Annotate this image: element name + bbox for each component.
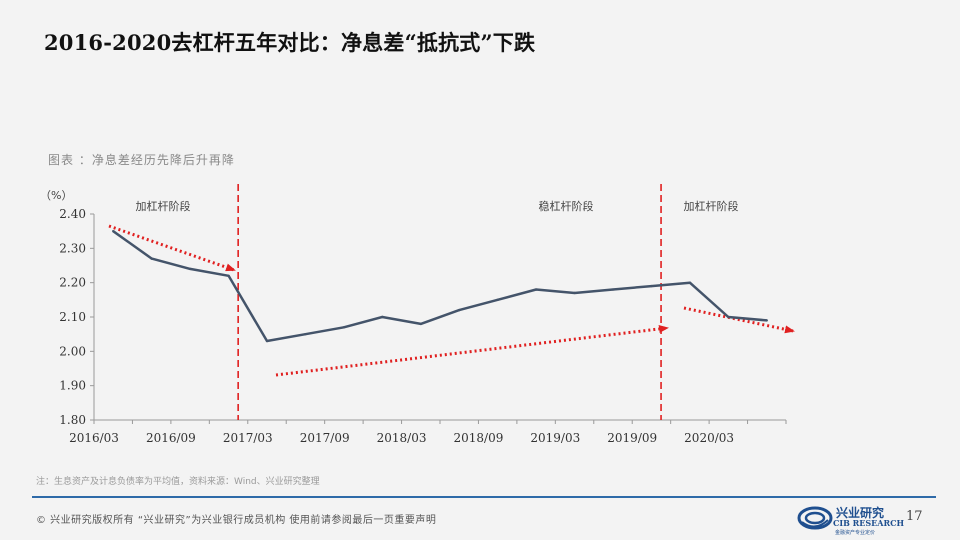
y-axis-unit-label: （%） [40, 189, 72, 202]
x-tick-label: 2019/03 [530, 431, 580, 445]
page-number: 17 [906, 509, 923, 524]
nim-data-point [150, 257, 153, 260]
nim-data-point [496, 298, 499, 302]
logo-name-cn: 兴业研究 [836, 506, 885, 520]
x-tick-label: 2016/09 [146, 431, 196, 445]
nim-data-point [227, 274, 230, 277]
source-note: 注：生息资产及计息负债率为平均值，资料来源：Wind、兴业研究整理 [36, 477, 320, 487]
nim-data-point [650, 284, 653, 288]
y-tick-label: 2.40 [59, 207, 86, 221]
cib-swirl-logo-icon [797, 506, 833, 530]
x-tick-label: 2018/09 [454, 431, 504, 445]
copyright-footer: © 兴业研究版权所有 “兴业研究”为兴业银行成员机构 使用前请参阅最后一页重要声… [36, 515, 437, 526]
x-tick-label: 2020/03 [684, 431, 734, 445]
nim-data-point [112, 229, 115, 233]
trend-arrow [275, 324, 669, 377]
nim-data-point [534, 288, 538, 291]
figure-caption: 图表 ：净息差经历先降后升再降 [48, 153, 235, 167]
y-tick-label: 2.30 [59, 241, 86, 255]
nim-data-point [688, 281, 692, 284]
logo-tagline: 金融资产专业定价 [835, 530, 876, 536]
phase-label: 加杠杆阶段 [136, 199, 191, 213]
x-tick-label: 2017/03 [223, 431, 273, 445]
phase-label: 加杠杆阶段 [684, 199, 739, 213]
nim-data-point [458, 308, 461, 312]
nim-data-point [342, 326, 346, 329]
nim-data-point [304, 332, 307, 336]
nim-series-line [112, 230, 767, 343]
y-tick-label: 2.10 [59, 310, 86, 324]
nim-data-point [265, 339, 269, 343]
nim-data-point [381, 315, 384, 319]
y-tick-label: 2.00 [59, 344, 86, 358]
nim-data-point [765, 319, 768, 322]
y-tick-label: 2.20 [59, 276, 86, 290]
y-tick-label: 1.90 [59, 379, 86, 393]
trend-arrow [108, 224, 236, 272]
nim-data-point [611, 288, 615, 291]
x-tick-label: 2019/09 [607, 431, 657, 445]
nim-data-point [188, 267, 192, 271]
x-tick-label: 2018/03 [377, 431, 427, 445]
nim-data-point [727, 315, 730, 319]
phase-label: 稳杠杆阶段 [539, 199, 594, 213]
y-tick-label: 1.80 [59, 413, 86, 427]
nim-data-point [419, 322, 422, 326]
logo-name-en: CIB RESEARCH [833, 518, 905, 528]
x-tick-label: 2017/09 [300, 431, 350, 445]
footer-divider [32, 496, 936, 498]
slide-title: 2016-2020去杠杆五年对比：净息差“抵抗式”下跌 [44, 30, 536, 55]
trend-arrow [683, 306, 795, 334]
nim-data-point [573, 291, 576, 295]
x-tick-label: 2016/03 [69, 431, 119, 445]
